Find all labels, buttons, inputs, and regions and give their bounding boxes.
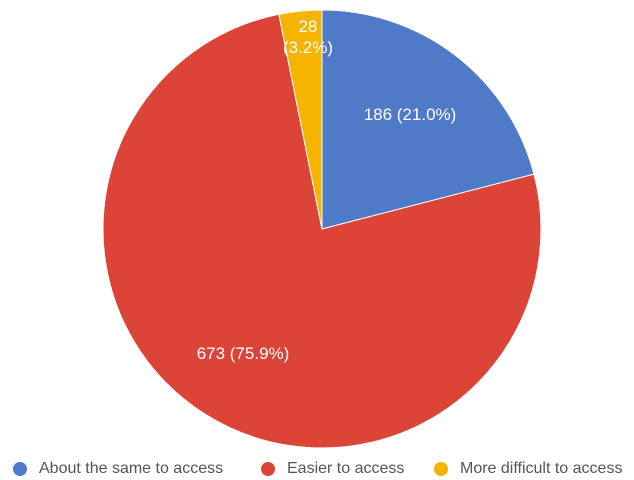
pie-slice-easier[interactable]	[102, 13, 542, 449]
legend-label-more-difficult: More difficult to access	[460, 460, 623, 477]
pie-chart: 186 (21.0%) 673 (75.9%) 28 (3.2%)	[102, 9, 542, 449]
legend-swatch-easier	[261, 462, 275, 476]
legend-item-easier[interactable]: Easier to access	[261, 459, 404, 479]
slice-label-easier: 673 (75.9%)	[197, 344, 290, 363]
legend-swatch-more-difficult	[434, 462, 448, 476]
slice-label-about-the-same: 186 (21.0%)	[364, 105, 457, 124]
pie-slice-about-the-same[interactable]	[321, 9, 535, 230]
legend-item-more-difficult[interactable]: More difficult to access	[434, 459, 622, 479]
pie-slice-more-difficult[interactable]	[278, 9, 323, 230]
chart-legend: About the same to access Easier to acces…	[0, 459, 634, 479]
legend-item-about-the-same[interactable]: About the same to access	[13, 459, 223, 479]
legend-label-easier: Easier to access	[287, 460, 405, 477]
legend-label-about-the-same: About the same to access	[39, 460, 224, 477]
slice-label-more-difficult: 28 (3.2%)	[283, 17, 333, 57]
legend-swatch-about-the-same	[13, 462, 27, 476]
